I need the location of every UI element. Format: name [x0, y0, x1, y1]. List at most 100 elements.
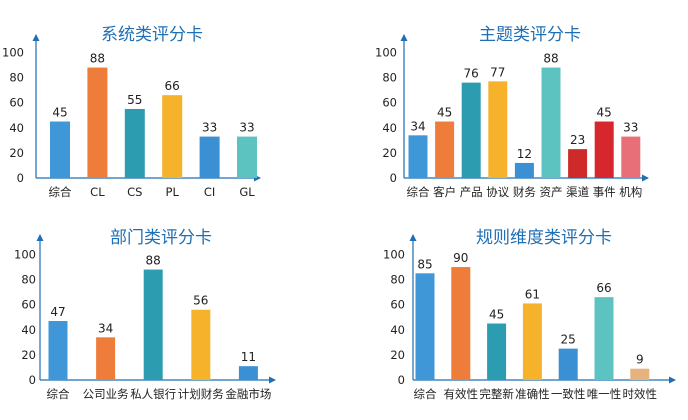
category-label: PL: [166, 185, 180, 199]
value-label: 23: [570, 133, 585, 147]
value-label: 76: [464, 67, 479, 81]
bar: [621, 136, 641, 178]
bar: [514, 162, 534, 178]
chart-title: 系统类评分卡: [101, 25, 203, 45]
y-tick-label: 40: [21, 323, 36, 337]
category-label: 金融市场: [225, 387, 271, 401]
y-tick-label: 40: [390, 323, 405, 337]
bar: [162, 95, 183, 178]
value-label: 45: [489, 308, 504, 322]
chart-3: 部门类评分卡 0 20 40 60 80 100 47 综合 34 公司业务 88 私人银行 56 计划财务…: [14, 228, 276, 401]
value-label: 45: [437, 106, 452, 120]
category-label: 公司业务: [83, 387, 129, 401]
y-tick-label: 100: [2, 46, 24, 60]
y-tick-label: 0: [17, 171, 24, 185]
category-label: 计划财务: [178, 387, 224, 401]
category-label: 私人银行: [130, 387, 176, 401]
category-label: 时效性: [623, 387, 658, 401]
value-label: 88: [90, 52, 105, 66]
category-label: CL: [90, 185, 105, 199]
value-label: 33: [239, 121, 254, 135]
bar: [143, 269, 163, 380]
bar: [541, 67, 561, 178]
value-label: 12: [517, 147, 532, 161]
chart-2: 主题类评分卡 0 20 40 60 80 100 34 综合 45 客户 76 产品 77 协议 12 财务 88…: [375, 25, 649, 199]
chart-1: 系统类评分卡 0 20 40 60 80 100 45 综合 88 CL 55 CS 66 PL 33 CI 33…: [2, 25, 261, 199]
bar: [522, 303, 542, 380]
y-axis-arrow: [36, 234, 44, 241]
y-tick-label: 60: [390, 298, 405, 312]
value-label: 66: [165, 79, 180, 93]
y-tick-label: 80: [9, 71, 24, 85]
category-label: 事件: [593, 185, 616, 199]
bar: [50, 121, 70, 178]
chart-title: 规则维度类评分卡: [476, 228, 612, 248]
y-tick-label: 80: [382, 71, 397, 85]
y-tick-label: 20: [9, 146, 24, 160]
value-label: 25: [561, 333, 576, 347]
y-tick-label: 80: [21, 273, 36, 287]
category-label: 渠道: [566, 185, 589, 199]
bar: [48, 321, 68, 380]
bar: [594, 297, 614, 380]
y-tick-label: 60: [9, 96, 24, 110]
bar: [630, 368, 650, 380]
value-label: 88: [543, 52, 558, 66]
value-label: 34: [98, 321, 113, 335]
value-label: 88: [146, 254, 161, 268]
category-label: 综合: [47, 387, 70, 401]
value-label: 45: [597, 106, 612, 120]
bar: [238, 366, 258, 380]
category-label: 综合: [414, 387, 437, 401]
y-tick-label: 80: [390, 273, 405, 287]
y-tick-label: 60: [21, 298, 36, 312]
chart-title: 部门类评分卡: [110, 228, 212, 248]
bar: [461, 82, 481, 178]
chart-title: 主题类评分卡: [479, 25, 581, 45]
y-tick-label: 100: [375, 46, 397, 60]
y-tick-label: 100: [383, 248, 405, 262]
y-tick-label: 0: [390, 171, 397, 185]
value-label: 33: [202, 121, 217, 135]
category-label: 一致性: [551, 387, 586, 401]
category-label: 准确性: [515, 387, 550, 401]
bar: [408, 135, 428, 178]
bar: [594, 121, 614, 178]
category-label: 有效性: [444, 387, 479, 401]
value-label: 85: [417, 257, 432, 271]
value-label: 34: [410, 119, 425, 133]
bar: [487, 323, 507, 380]
value-label: 56: [193, 294, 208, 308]
bar: [435, 121, 455, 178]
bar: [451, 267, 471, 380]
y-tick-label: 0: [29, 373, 36, 387]
category-label: 唯一性: [587, 387, 622, 401]
value-label: 47: [50, 305, 65, 319]
y-tick-label: 20: [382, 146, 397, 160]
category-label: 客户: [433, 185, 456, 199]
value-label: 33: [623, 121, 638, 135]
bar: [237, 136, 257, 178]
y-axis-arrow: [32, 34, 40, 41]
y-tick-label: 60: [382, 96, 397, 110]
x-axis-arrow: [642, 174, 649, 182]
bar: [191, 309, 211, 380]
category-label: 产品: [460, 185, 483, 199]
value-label: 9: [636, 353, 644, 367]
value-label: 77: [490, 65, 505, 79]
value-label: 11: [241, 350, 256, 364]
category-label: CS: [127, 185, 142, 199]
y-tick-label: 0: [398, 373, 405, 387]
bar: [558, 348, 578, 380]
y-tick-label: 40: [382, 121, 397, 135]
category-label: 完整新: [479, 387, 514, 401]
y-tick-label: 100: [14, 248, 36, 262]
bar: [415, 273, 435, 380]
category-label: CI: [204, 185, 215, 199]
x-axis-arrow: [669, 376, 676, 384]
y-axis-arrow: [400, 34, 408, 41]
category-label: 机构: [619, 185, 642, 199]
bar: [96, 337, 116, 380]
bar: [87, 67, 108, 178]
